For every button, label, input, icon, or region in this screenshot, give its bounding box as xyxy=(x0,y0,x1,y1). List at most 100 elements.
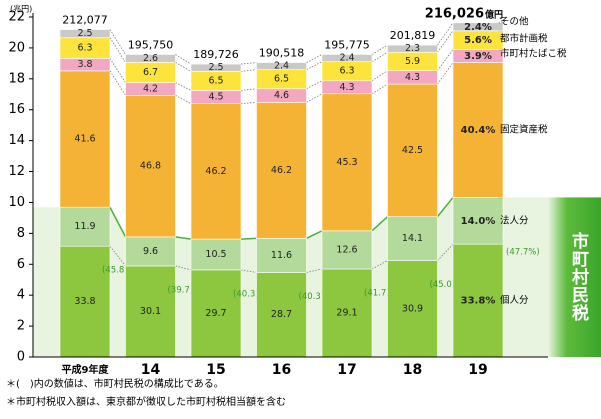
data-label: 14.0% xyxy=(461,216,496,227)
bar-segment xyxy=(452,62,504,198)
data-label: 6.3 xyxy=(339,66,354,77)
data-label: 3.8 xyxy=(77,59,92,70)
connector xyxy=(175,61,192,72)
total-label: 195,775 xyxy=(324,38,370,51)
bar-segment xyxy=(387,44,438,53)
data-label: 4.2 xyxy=(143,83,158,94)
x-tick-label: 17 xyxy=(337,362,356,378)
bar-segment xyxy=(452,22,504,32)
y-tick-label: 6 xyxy=(17,257,25,272)
data-label: 6.5 xyxy=(274,74,289,85)
x-tick-label: 15 xyxy=(206,362,225,378)
data-label: 46.2 xyxy=(205,166,226,177)
y-tick-label: 2 xyxy=(17,319,25,334)
data-label: 4.5 xyxy=(208,92,223,103)
bar-segment xyxy=(452,243,504,358)
bar-segment xyxy=(387,83,438,217)
connector xyxy=(240,237,257,240)
data-label: 30.9 xyxy=(402,303,423,314)
bar-segment xyxy=(190,63,242,72)
data-label: 12.6 xyxy=(336,244,357,255)
y-tick-label: 0 xyxy=(17,350,25,365)
connector xyxy=(371,44,388,55)
connector xyxy=(436,196,454,218)
total-unit: 億円 xyxy=(485,8,503,20)
bar-segment xyxy=(256,102,307,239)
connector xyxy=(175,82,192,91)
data-label: 29.7 xyxy=(205,308,226,319)
resident-tax-box xyxy=(548,197,601,357)
data-label: 2.3 xyxy=(405,43,420,54)
share-label: (40.3) xyxy=(233,289,259,299)
data-label: 5.6% xyxy=(464,35,492,46)
total-label: 189,726 xyxy=(193,48,239,61)
connector xyxy=(175,265,192,271)
bar-segment xyxy=(190,103,242,240)
bar-segment xyxy=(256,62,307,70)
connector xyxy=(109,37,126,63)
data-label: 5.9 xyxy=(405,56,420,67)
connector xyxy=(109,206,127,238)
data-label: 41.6 xyxy=(74,134,95,145)
data-label: 11.9 xyxy=(74,221,95,232)
data-label: 2.6 xyxy=(143,53,158,64)
data-label: 46.2 xyxy=(271,165,292,176)
connector xyxy=(371,70,388,82)
bar-segment xyxy=(125,95,176,238)
connector xyxy=(306,230,323,240)
y-tick-label: 22 xyxy=(8,10,25,25)
series-name: 固定資産税 xyxy=(500,123,548,135)
data-label: 30.1 xyxy=(140,306,161,317)
bar-segment xyxy=(256,272,307,358)
data-label: 2.5 xyxy=(208,62,223,73)
x-tick-label: 平成9年度 xyxy=(62,363,110,376)
connector xyxy=(109,58,126,83)
data-label: 6.7 xyxy=(143,67,158,78)
y-tick-label: 18 xyxy=(8,71,25,86)
data-label: 29.1 xyxy=(336,307,357,318)
connector xyxy=(109,245,126,267)
share-label: (40.3) xyxy=(299,292,325,302)
y-tick-label: 16 xyxy=(8,102,25,117)
connector xyxy=(437,243,454,261)
connector xyxy=(306,61,323,70)
bar-segment xyxy=(59,206,111,247)
connector xyxy=(109,29,126,55)
connector xyxy=(240,62,257,65)
connector xyxy=(306,54,323,63)
connector xyxy=(306,80,323,90)
total-label: 190,518 xyxy=(259,47,305,60)
data-label: 2.4% xyxy=(464,22,492,33)
connector xyxy=(306,93,323,103)
bar-segment xyxy=(452,197,504,245)
y-tick-label: 14 xyxy=(8,133,25,148)
bar-segment xyxy=(59,70,111,208)
data-label: 10.5 xyxy=(205,249,226,260)
total-label: 195,750 xyxy=(128,38,174,51)
x-tick-label: 14 xyxy=(141,362,161,378)
note: ＊市町村税収入額は、東京都が徴収した市町村税相当額を含む xyxy=(6,395,286,408)
data-label: 2.4 xyxy=(339,53,354,64)
y-tick-label: 8 xyxy=(17,226,25,241)
y-tick-label: 20 xyxy=(8,40,25,55)
connector xyxy=(175,236,192,240)
connector xyxy=(240,269,257,273)
data-label: 28.7 xyxy=(271,309,292,320)
series-name: 個人分 xyxy=(500,294,529,306)
data-label: 4.3 xyxy=(405,72,420,83)
series-name: 市町村たばこ税 xyxy=(500,48,567,60)
data-label: 2.4 xyxy=(274,61,289,72)
data-label: 33.8 xyxy=(74,296,95,307)
connector xyxy=(109,70,126,96)
y-tick-label: 10 xyxy=(8,195,25,210)
data-label: 40.4% xyxy=(461,125,496,136)
y-tick-label: 12 xyxy=(8,164,25,179)
connector xyxy=(240,69,257,72)
series-name: その他 xyxy=(500,16,529,28)
share-label: (45.0) xyxy=(430,280,456,290)
series-name: 法人分 xyxy=(500,214,529,226)
connector xyxy=(437,30,454,53)
total-label: 216,026 xyxy=(425,6,484,21)
connector xyxy=(371,216,389,232)
